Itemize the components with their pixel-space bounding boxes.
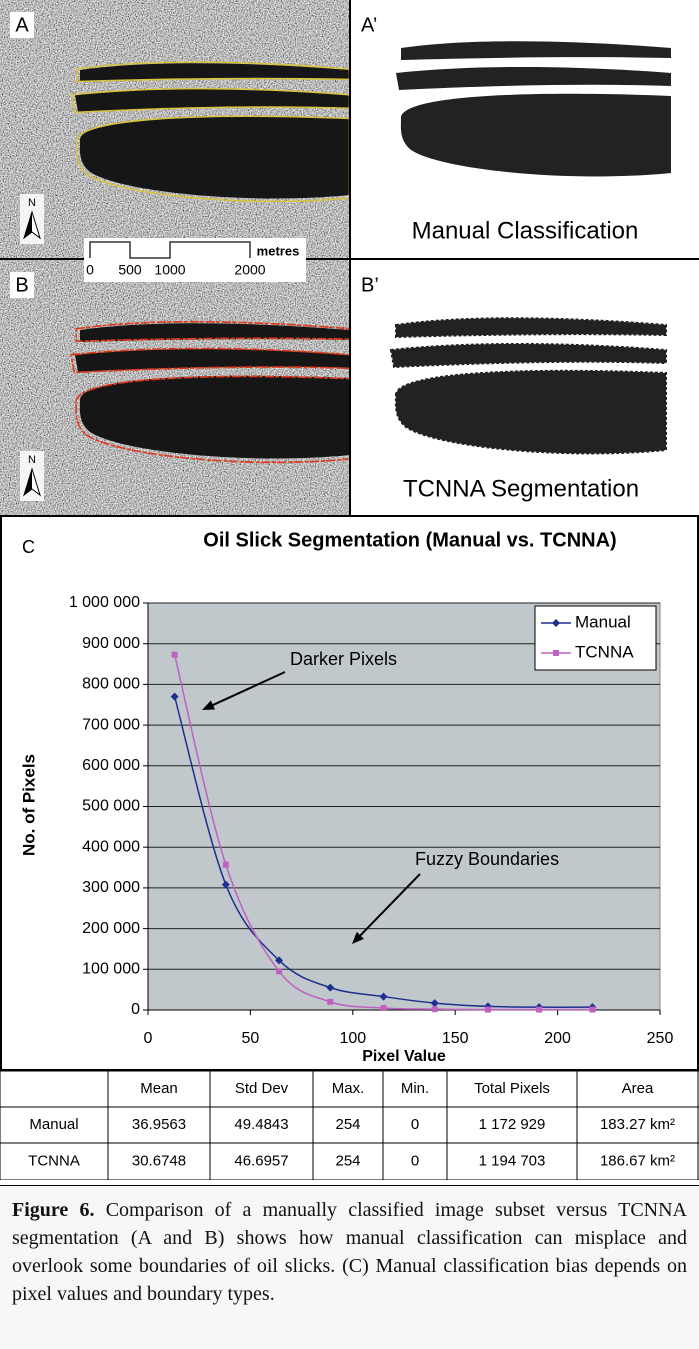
caption-text: Comparison of a manually classified imag… <box>12 1199 687 1305</box>
y-tick-label: 800 000 <box>82 676 140 693</box>
annotation: Darker Pixels <box>290 649 397 669</box>
table-cell: 1 194 703 <box>479 1152 546 1169</box>
table-header: Min. <box>401 1080 429 1097</box>
y-tick-label: 400 000 <box>82 838 140 855</box>
table-cell: 36.9563 <box>132 1116 186 1133</box>
y-tick-label: 300 000 <box>82 879 140 896</box>
table-header: Total Pixels <box>474 1080 550 1097</box>
x-tick-label: 50 <box>242 1030 260 1047</box>
table-header: Std Dev <box>235 1080 289 1097</box>
y-tick-label: 700 000 <box>82 716 140 733</box>
scale-tick: 500 <box>118 262 142 278</box>
scale-bar: 0 500 1000 2000 metres <box>84 238 306 282</box>
panel-label: B <box>15 274 28 296</box>
x-tick-label: 250 <box>647 1030 674 1047</box>
scale-tick: 1000 <box>154 262 185 278</box>
table-cell: 186.67 km² <box>600 1152 675 1169</box>
marker <box>553 650 559 656</box>
figure: A N A’ Manual Classification B N B’ TCNN… <box>0 0 699 1180</box>
table-cell: 183.27 km² <box>600 1116 675 1133</box>
marker <box>381 1005 387 1011</box>
marker <box>536 1007 542 1013</box>
table: Mean Std Dev Max. Min. Total Pixels Area Manua… <box>0 1071 699 1180</box>
caption-label: Figure 6. <box>12 1199 94 1221</box>
panel-caption: TCNNA Segmentation <box>403 475 639 502</box>
north-label: N <box>28 454 36 466</box>
table-header: Max. <box>332 1080 365 1097</box>
legend-label: TCNNA <box>575 642 634 661</box>
scale-unit: metres <box>257 243 300 258</box>
panel-label: C <box>22 537 35 557</box>
marker <box>327 999 333 1005</box>
x-axis-label: Pixel Value <box>362 1048 446 1065</box>
table-header: Area <box>622 1080 654 1097</box>
north-label: N <box>28 197 36 209</box>
y-tick-label: 0 <box>131 1001 140 1018</box>
panel-b-prime: B’ TCNNA Segmentation <box>351 260 699 515</box>
y-axis-label: No. of Pixels <box>19 754 38 856</box>
table-cell: 254 <box>335 1116 360 1133</box>
panel-label: B’ <box>361 274 379 296</box>
y-tick-label: 200 000 <box>82 920 140 937</box>
table-cell: 254 <box>335 1152 360 1169</box>
caption: Figure 6. Comparison of a manually class… <box>0 1185 699 1349</box>
panel-caption: Manual Classification <box>412 217 639 244</box>
table-cell: 46.6957 <box>234 1152 288 1169</box>
panel-a-prime: A’ Manual Classification <box>351 0 699 258</box>
y-tick-label: 1 000 000 <box>69 594 140 611</box>
marker <box>485 1007 491 1013</box>
chart-title: Oil Slick Segmentation (Manual vs. TCNNA… <box>203 529 616 551</box>
panel-label: A’ <box>361 14 377 36</box>
panel-a: A N <box>0 0 350 258</box>
table-cell: 30.6748 <box>132 1152 186 1169</box>
annotation: Fuzzy Boundaries <box>415 849 559 869</box>
x-tick-label: 150 <box>442 1030 469 1047</box>
table-cell: 49.4843 <box>234 1116 288 1133</box>
table-cell: Manual <box>29 1116 78 1133</box>
marker <box>223 862 229 868</box>
y-tick-label: 100 000 <box>82 961 140 978</box>
marker <box>172 652 178 658</box>
x-tick-label: 200 <box>544 1030 571 1047</box>
marker <box>432 1006 438 1012</box>
marker <box>276 968 282 974</box>
scale-tick: 0 <box>86 262 94 278</box>
plot: 0 100 000 200 000 300 000 400 000 500 000 600 … <box>69 594 674 1047</box>
marker <box>589 1007 595 1013</box>
panel-b: B N <box>0 260 350 515</box>
y-tick-label: 900 000 <box>82 635 140 652</box>
x-tick-label: 0 <box>144 1030 153 1047</box>
page: A N A’ Manual Classification B N B’ TCNN… <box>0 0 699 1344</box>
y-tick-label: 500 000 <box>82 798 140 815</box>
scale-tick: 2000 <box>234 262 265 278</box>
panel-label: A <box>15 14 29 36</box>
table-header: Mean <box>140 1080 178 1097</box>
y-tick-label: 600 000 <box>82 757 140 774</box>
legend-label: Manual <box>575 612 631 631</box>
table-cell: 0 <box>411 1152 419 1169</box>
table-cell: TCNNA <box>28 1152 80 1169</box>
table-cell: 0 <box>411 1116 419 1133</box>
x-tick-label: 100 <box>339 1030 366 1047</box>
table-cell: 1 172 929 <box>479 1116 546 1133</box>
